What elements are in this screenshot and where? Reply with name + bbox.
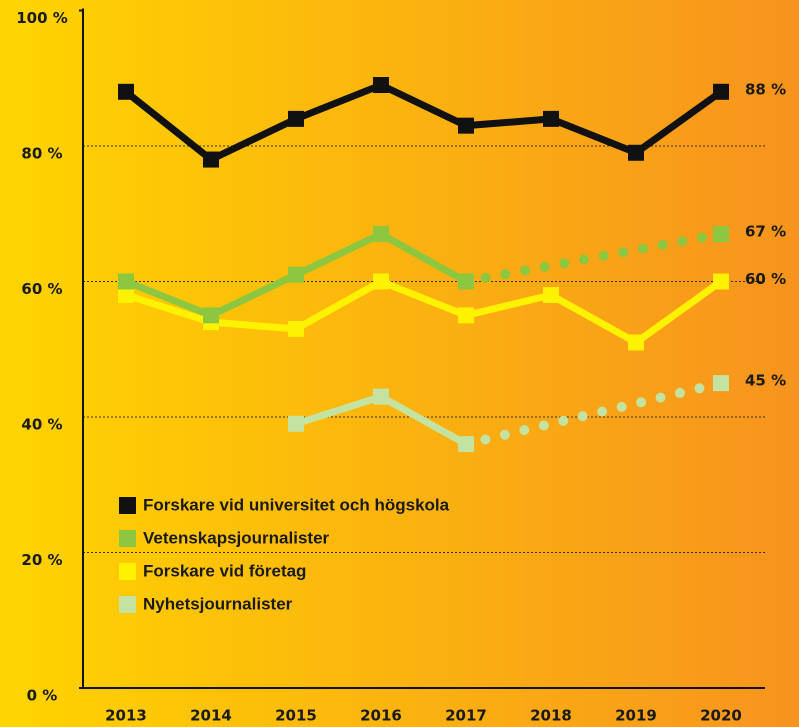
x-tick-label: 2019 <box>615 707 657 725</box>
marker <box>458 436 474 453</box>
marker <box>203 307 219 324</box>
x-tick-label: 2018 <box>530 707 572 725</box>
marker <box>458 117 474 134</box>
legend-label: Forskare vid universitet och högskola <box>143 495 450 514</box>
marker <box>373 77 389 94</box>
series-line <box>124 277 724 347</box>
marker <box>713 273 729 290</box>
legend-label: Nyhetsjournalister <box>143 594 293 613</box>
marker <box>288 266 304 283</box>
x-tick-label: 2014 <box>190 707 232 725</box>
marker <box>203 151 219 168</box>
value-label: 45 % <box>745 372 786 390</box>
legend-swatch <box>119 497 136 514</box>
x-tick-label: 2017 <box>445 707 487 725</box>
marker <box>458 273 474 290</box>
y-tick-label: 60 % <box>21 280 62 298</box>
value-label: 60 % <box>745 270 786 288</box>
marker <box>373 226 389 243</box>
legend-label: Vetenskapsjournalister <box>143 528 330 547</box>
marker <box>288 415 304 432</box>
legend-label: Forskare vid företag <box>143 561 306 580</box>
marker <box>288 110 304 127</box>
series-line <box>123 81 724 164</box>
marker <box>118 287 134 304</box>
x-tick-label: 2020 <box>700 707 742 725</box>
value-label: 67 % <box>745 223 786 241</box>
x-tick-label: 2013 <box>105 707 147 725</box>
marker <box>713 375 729 392</box>
marker <box>628 144 644 161</box>
legend-swatch <box>119 596 136 613</box>
gap-line <box>461 378 726 450</box>
marker <box>118 273 134 290</box>
marker <box>118 83 134 100</box>
marker <box>373 388 389 405</box>
marker <box>458 307 474 324</box>
value-label: 88 % <box>745 80 786 98</box>
y-tick-label: 100 % <box>16 9 68 27</box>
marker <box>373 273 389 290</box>
marker <box>713 226 729 243</box>
x-tick-label: 2015 <box>275 707 317 725</box>
marker <box>543 287 559 304</box>
marker <box>543 110 559 127</box>
marker <box>713 83 729 100</box>
marker <box>288 320 304 337</box>
y-tick-label: 40 % <box>21 416 62 434</box>
gap-line <box>461 229 726 287</box>
marker <box>628 334 644 351</box>
y-tick-label: 20 % <box>21 551 62 569</box>
legend-swatch <box>119 530 136 547</box>
legend-swatch <box>119 563 136 580</box>
y-tick-label: 80 % <box>21 145 62 163</box>
x-tick-label: 2016 <box>360 707 402 725</box>
y-tick-label: 0 % <box>27 687 58 705</box>
